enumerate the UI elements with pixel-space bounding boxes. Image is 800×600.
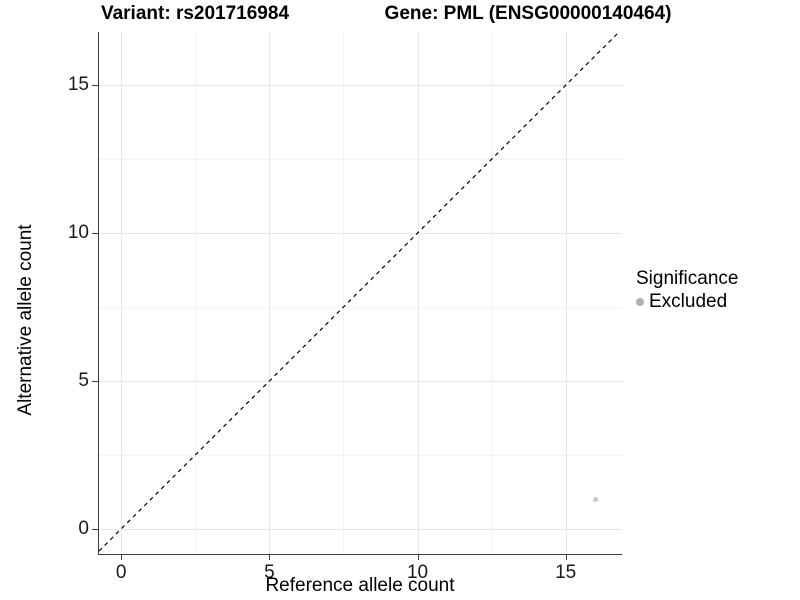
x-tick-label: 0 (115, 562, 127, 583)
y-tick-label: 5 (78, 369, 89, 391)
plot-panel: 0 5 10 15 0 5 10 15 (68, 31, 622, 583)
y-tick-label: 0 (78, 517, 89, 539)
identity-line-layer (98, 31, 620, 552)
gridline-vertical-minor (343, 32, 345, 554)
legend-key-dot (636, 297, 644, 306)
y-tick-label: 10 (67, 222, 89, 244)
gridline-horizontal-minor (99, 159, 622, 161)
gridline-horizontal-major (99, 380, 622, 382)
y-tick-mark (92, 380, 98, 382)
y-tick-label: 15 (67, 74, 89, 96)
plot-title-variant: Variant: rs201716984 (100, 3, 290, 24)
gridline-vertical-major (121, 32, 123, 554)
y-tick-mark (92, 233, 98, 235)
y-tick-mark (92, 85, 98, 87)
gridline-horizontal-major (99, 85, 622, 87)
x-axis-label: Reference allele count (265, 575, 455, 596)
x-tick-label: 10 (406, 562, 429, 583)
legend-entry: Excluded (636, 290, 738, 313)
gridline-horizontal-major (99, 233, 622, 235)
y-tick-mark (92, 528, 98, 530)
x-tick-label: 15 (555, 562, 577, 583)
x-tick-label: 5 (264, 562, 275, 583)
x-tick-mark (565, 555, 567, 560)
data-point (592, 496, 598, 502)
gridline-vertical-major (565, 32, 567, 554)
gridline-vertical-minor (195, 32, 197, 554)
gridline-horizontal-minor (99, 454, 622, 456)
y-axis-label: Alternative allele count (15, 224, 36, 416)
gridline-horizontal-major (99, 528, 622, 530)
gridline-vertical-minor (491, 32, 493, 554)
x-tick-mark (417, 555, 419, 560)
x-tick-mark (121, 555, 123, 560)
legend-entry-label: Excluded (649, 291, 728, 312)
legend-title: Significance (636, 268, 739, 289)
identity-line (98, 31, 620, 552)
gridline-vertical-major (417, 32, 419, 554)
plot-title-gene: Gene: PML (ENSG00000140464) (384, 3, 672, 24)
gridline-vertical-major (269, 32, 271, 554)
x-tick-mark (269, 555, 271, 560)
gridline-horizontal-minor (99, 307, 622, 309)
legend: Significance Excluded (636, 267, 738, 313)
